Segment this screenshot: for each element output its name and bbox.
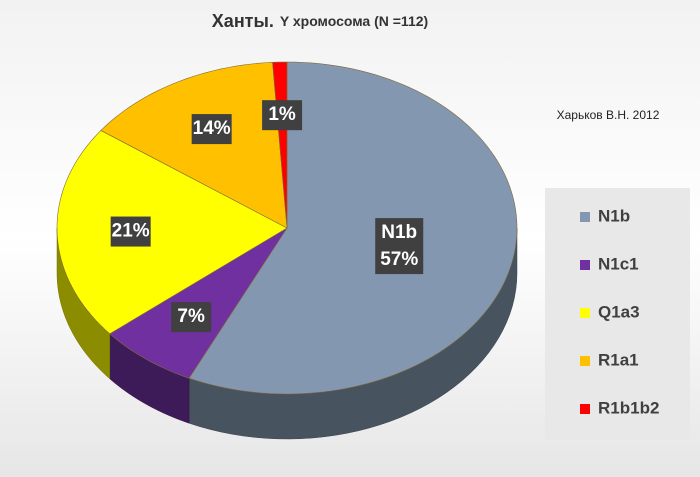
legend-swatch [580,356,590,366]
data-label-box [171,302,212,333]
slice [100,62,288,229]
data-label-name: N1b [381,222,417,243]
legend-label: N1c1 [598,254,639,273]
data-label: 14% [193,118,231,139]
legend-label: N1b [598,206,630,225]
legend [545,188,690,440]
legend-swatch [580,404,590,414]
legend-swatch [580,212,590,222]
data-label: 7% [177,306,205,327]
slice [56,130,288,335]
data-label: 57% [380,249,418,270]
legend-label: R1b1b2 [598,398,659,417]
legend-swatch [580,260,590,270]
annotation: Харьков В.Н. 2012 [557,108,660,122]
legend-label: Q1a3 [598,302,640,321]
data-label: 21% [112,221,150,242]
data-label-box [375,218,424,275]
data-label-box [110,216,151,247]
data-label-box [191,114,232,145]
legend-swatch [580,308,590,318]
data-label: 1% [268,104,296,125]
legend-label: R1a1 [598,350,639,369]
data-label-box [262,100,303,131]
slice [188,61,518,395]
chart-title: Ханты. Y хромосома (N =112) [212,11,428,31]
